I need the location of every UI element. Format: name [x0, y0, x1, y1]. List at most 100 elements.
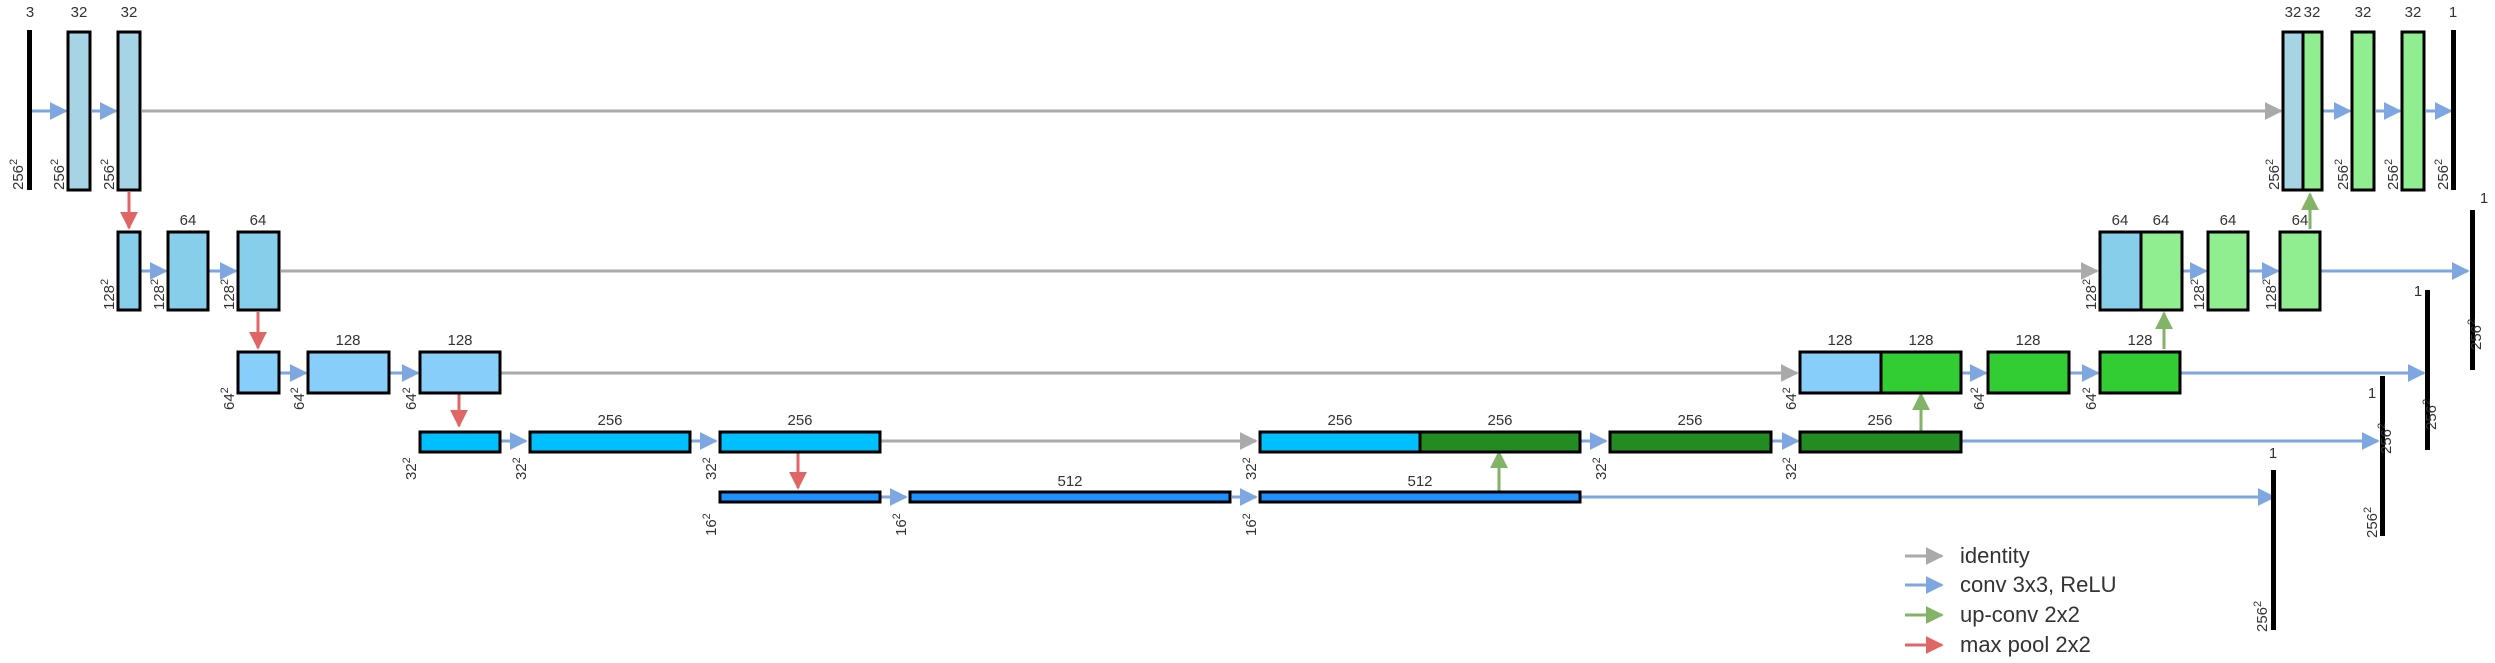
channel-label: 64: [2292, 212, 2309, 229]
svg-text:1282: 1282: [2189, 279, 2208, 310]
svg-text:2562: 2562: [2376, 423, 2395, 454]
decoder-block: [2350, 30, 2376, 192]
svg-text:2562: 2562: [2433, 159, 2452, 190]
svg-text:2562: 2562: [99, 159, 118, 190]
svg-text:2562: 2562: [2383, 159, 2402, 190]
decoder-block: [1798, 430, 1963, 454]
channel-label: 64: [2220, 212, 2237, 229]
channel-label: 512: [1057, 473, 1082, 490]
encoder-block: [236, 350, 281, 395]
size-label: 322: [1241, 457, 1260, 480]
channel-label: 64: [2112, 212, 2129, 229]
encoder-block: [718, 430, 882, 454]
svg-text:2562: 2562: [8, 159, 27, 190]
size-label: 642: [2081, 387, 2100, 410]
svg-text:642: 642: [1969, 387, 1988, 410]
size-label: 642: [289, 387, 308, 410]
size-label: 642: [1969, 387, 1988, 410]
svg-text:642: 642: [2081, 387, 2100, 410]
skip-concat-block: [2098, 230, 2143, 312]
size-label: 162: [891, 513, 910, 536]
legend-identity-label: identity: [1960, 543, 2030, 568]
svg-text:322: 322: [701, 457, 720, 480]
legend: identity conv 3x3, ReLU up-conv 2x2 max …: [1905, 543, 2117, 657]
size-label: 1282: [219, 279, 238, 310]
encoder-block: [116, 30, 142, 192]
encoder-block: [166, 230, 210, 312]
svg-text:2562: 2562: [2466, 319, 2485, 350]
skip-concat-block: [1258, 430, 1422, 454]
size-label: 1282: [2081, 279, 2100, 310]
size-label: 2562: [49, 159, 68, 190]
size-label: 162: [1241, 513, 1260, 536]
svg-text:322: 322: [1241, 457, 1260, 480]
size-label: 322: [511, 457, 530, 480]
svg-text:642: 642: [219, 387, 238, 410]
size-label: 642: [219, 387, 238, 410]
channel-label: 1: [2449, 4, 2457, 21]
channel-label: 256: [597, 412, 622, 429]
channel-label: 1: [2414, 283, 2422, 300]
channel-label: 1: [2269, 445, 2277, 462]
legend-upconv-label: up-conv 2x2: [1960, 602, 2080, 627]
size-label: 642: [1781, 387, 1800, 410]
svg-text:322: 322: [1781, 457, 1800, 480]
legend-conv-label: conv 3x3, ReLU: [1960, 572, 2117, 597]
encoder-block: [418, 430, 502, 454]
size-label: 2562: [2433, 159, 2452, 190]
channel-label: 32: [2355, 4, 2372, 21]
output-bar: [2451, 30, 2456, 190]
channel-label: 64: [180, 212, 197, 229]
skip-concat-block: [1798, 350, 1883, 395]
channel-label: 128: [1908, 332, 1933, 349]
svg-text:642: 642: [401, 387, 420, 410]
bottleneck-block: [908, 490, 1232, 504]
size-label: 642: [401, 387, 420, 410]
decoder-block: [1418, 430, 1582, 454]
size-label: 1282: [2261, 279, 2280, 310]
size-label: 322: [1781, 457, 1800, 480]
decoder-block: [1986, 350, 2071, 395]
channel-label: 128: [2015, 332, 2040, 349]
output-bar: [2470, 210, 2475, 370]
channel-label: 256: [1327, 412, 1352, 429]
channel-label: 64: [250, 212, 267, 229]
encoder-block: [528, 430, 692, 454]
svg-text:1282: 1282: [149, 279, 168, 310]
skip-concat-block: [2281, 30, 2305, 192]
svg-text:1282: 1282: [219, 279, 238, 310]
encoder-block: [116, 230, 142, 312]
svg-text:322: 322: [401, 457, 420, 480]
size-label: 2562: [2362, 507, 2381, 538]
channel-label: 512: [1407, 473, 1432, 490]
decoder-block: [2400, 30, 2426, 192]
svg-text:322: 322: [511, 457, 530, 480]
svg-text:2562: 2562: [2421, 399, 2440, 430]
decoder-block: [2278, 230, 2322, 312]
svg-text:322: 322: [1591, 457, 1610, 480]
svg-text:162: 162: [701, 513, 720, 536]
channel-label: 256: [1487, 412, 1512, 429]
channel-label: 64: [2153, 212, 2170, 229]
bottleneck-block: [718, 490, 882, 504]
encoder-block: [236, 230, 281, 312]
svg-text:1282: 1282: [2261, 279, 2280, 310]
size-label: 2562: [2383, 159, 2402, 190]
svg-text:2562: 2562: [2264, 159, 2283, 190]
channel-label: 128: [2127, 332, 2152, 349]
size-label: 2562: [2466, 319, 2485, 350]
size-label: 2562: [2376, 423, 2395, 454]
encoder-block: [66, 30, 92, 192]
encoder-block: [418, 350, 502, 395]
decoder-block: [2098, 350, 2182, 395]
decoder-block: [1608, 430, 1773, 454]
channel-label: 32: [121, 4, 138, 21]
channel-label: 32: [2405, 4, 2422, 21]
input-image-bar: [27, 30, 32, 190]
channel-label: 256: [1677, 412, 1702, 429]
svg-text:642: 642: [1781, 387, 1800, 410]
size-label: 2562: [2421, 399, 2440, 430]
bottleneck-block: [1258, 490, 1582, 504]
size-label: 2562: [8, 159, 27, 190]
